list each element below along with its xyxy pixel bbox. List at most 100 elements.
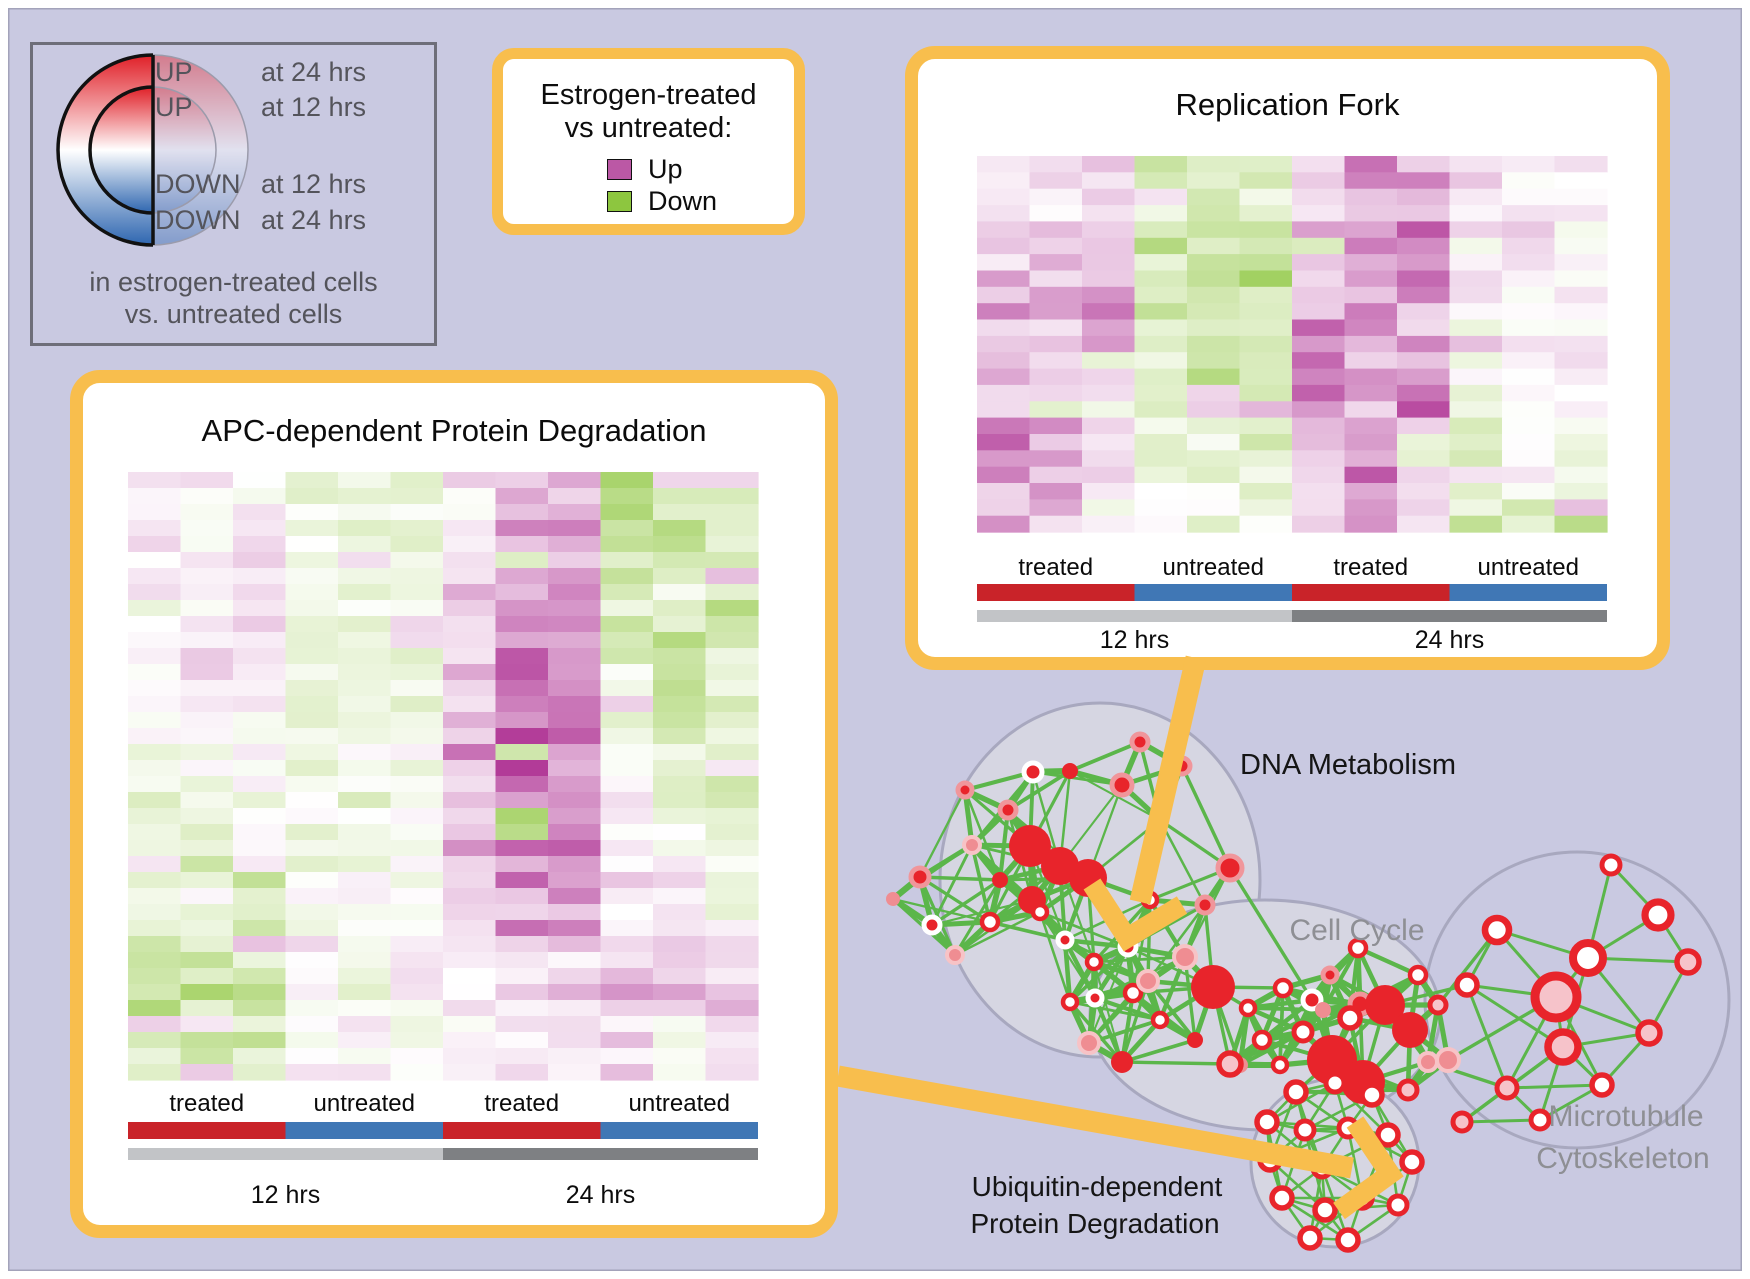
heatmap-cell bbox=[1134, 466, 1188, 484]
heatmap-cell bbox=[390, 728, 444, 745]
heatmap-cell bbox=[128, 728, 182, 745]
heatmap-cell bbox=[285, 504, 339, 521]
heatmap-cell bbox=[338, 1064, 392, 1081]
heatmap-cell bbox=[233, 744, 287, 761]
heatmap-cell bbox=[390, 696, 444, 713]
condition-label-treated-2: treated bbox=[484, 1090, 559, 1117]
heatmap-cell bbox=[548, 856, 602, 873]
replication-fork-title: Replication Fork bbox=[1175, 87, 1400, 122]
heatmap-cell bbox=[128, 664, 182, 681]
heatmap-cell bbox=[180, 1048, 234, 1065]
heatmap-cell bbox=[600, 616, 654, 633]
network-node bbox=[1310, 1156, 1334, 1180]
heatmap-cell bbox=[1187, 270, 1241, 288]
heatmap-cell bbox=[1187, 368, 1241, 386]
heatmap-cell bbox=[1082, 221, 1136, 239]
heatmap-cell bbox=[338, 728, 392, 745]
heatmap-cell bbox=[1239, 352, 1293, 370]
heatmap-cell bbox=[548, 712, 602, 729]
heatmap-cell bbox=[653, 872, 707, 889]
heatmap-cell bbox=[1554, 237, 1608, 255]
heatmap-cell bbox=[180, 536, 234, 553]
heatmap-cell bbox=[443, 984, 497, 1001]
heatmap-cell bbox=[548, 808, 602, 825]
heatmap-cell bbox=[495, 888, 549, 905]
updown-caption-line1: in estrogen-treated cells bbox=[89, 267, 378, 297]
heatmap-cell bbox=[1502, 352, 1556, 370]
heatmap-cell bbox=[1134, 303, 1188, 321]
heatmap-cell bbox=[180, 952, 234, 969]
heatmap-cell bbox=[705, 952, 759, 969]
heatmap-cell bbox=[338, 792, 392, 809]
heatmap-cell bbox=[443, 904, 497, 921]
heatmap-cell bbox=[548, 904, 602, 921]
heatmap-cell bbox=[1082, 352, 1136, 370]
heatmap-cell bbox=[390, 984, 444, 1001]
heatmap-cell bbox=[390, 952, 444, 969]
heatmap-cell bbox=[1029, 172, 1083, 190]
heatmap-cell bbox=[600, 600, 654, 617]
heatmap-cell bbox=[128, 1032, 182, 1049]
heatmap-cell bbox=[600, 568, 654, 585]
heatmap-cell bbox=[233, 776, 287, 793]
heatmap-cell bbox=[653, 760, 707, 777]
heatmap-cell bbox=[1397, 352, 1451, 370]
heatmap-cell bbox=[285, 728, 339, 745]
heatmap-cell bbox=[1029, 188, 1083, 206]
heatmap-cell bbox=[1292, 172, 1346, 190]
heatmap-cell bbox=[443, 680, 497, 697]
heatmap-cell bbox=[705, 984, 759, 1001]
heatmap-cell bbox=[233, 536, 287, 553]
heatmap-cell bbox=[1082, 270, 1136, 288]
heatmap-cell bbox=[233, 648, 287, 665]
estrogen-legend-title-line2: vs untreated: bbox=[564, 112, 733, 144]
heatmap-cell bbox=[285, 808, 339, 825]
network-node bbox=[1194, 894, 1216, 916]
heatmap-cell bbox=[1344, 434, 1398, 451]
heatmap-cell bbox=[1344, 515, 1398, 533]
heatmap-cell bbox=[128, 696, 182, 713]
network-node bbox=[1312, 1197, 1338, 1223]
heatmap-cell bbox=[180, 584, 234, 601]
heatmap-cell bbox=[1554, 434, 1608, 451]
updown-row-2-direction: UP bbox=[155, 92, 193, 122]
heatmap-cell bbox=[705, 552, 759, 569]
heatmap-cell bbox=[1397, 335, 1451, 353]
heatmap-cell bbox=[1239, 270, 1293, 288]
heatmap-cell bbox=[1449, 417, 1503, 435]
heatmap-cell bbox=[128, 984, 182, 1001]
heatmap-cell bbox=[1134, 450, 1188, 468]
heatmap-cell bbox=[1134, 270, 1188, 288]
heatmap-cell bbox=[1502, 156, 1556, 173]
condition-bar-treated bbox=[443, 1122, 601, 1139]
heatmap-cell bbox=[548, 504, 602, 521]
heatmap-cell bbox=[1397, 156, 1451, 173]
heatmap-cell bbox=[128, 840, 182, 857]
heatmap-cell bbox=[705, 968, 759, 985]
heatmap-cell bbox=[233, 600, 287, 617]
heatmap-cell bbox=[443, 568, 497, 585]
heatmap-cell bbox=[1397, 384, 1451, 402]
heatmap-cell bbox=[977, 237, 1031, 255]
heatmap-cell bbox=[548, 840, 602, 857]
heatmap-cell bbox=[338, 664, 392, 681]
heatmap-cell bbox=[443, 744, 497, 761]
heatmap-cell bbox=[1029, 466, 1083, 484]
heatmap-cell bbox=[1344, 499, 1398, 517]
heatmap-cell bbox=[705, 664, 759, 681]
heatmap-cell bbox=[548, 648, 602, 665]
network-node bbox=[1254, 1109, 1280, 1135]
network-node bbox=[1544, 1028, 1582, 1066]
heatmap-cell bbox=[1449, 286, 1503, 304]
heatmap-cell bbox=[1134, 188, 1188, 206]
heatmap-cell bbox=[180, 728, 234, 745]
network-node bbox=[1569, 939, 1607, 977]
heatmap-cell bbox=[338, 568, 392, 585]
heatmap-cell bbox=[548, 744, 602, 761]
heatmap-cell bbox=[443, 520, 497, 537]
heatmap-cell bbox=[653, 1032, 707, 1049]
heatmap-cell bbox=[705, 600, 759, 617]
heatmap-cell bbox=[705, 840, 759, 857]
heatmap-cell bbox=[233, 984, 287, 1001]
heatmap-cell bbox=[180, 664, 234, 681]
